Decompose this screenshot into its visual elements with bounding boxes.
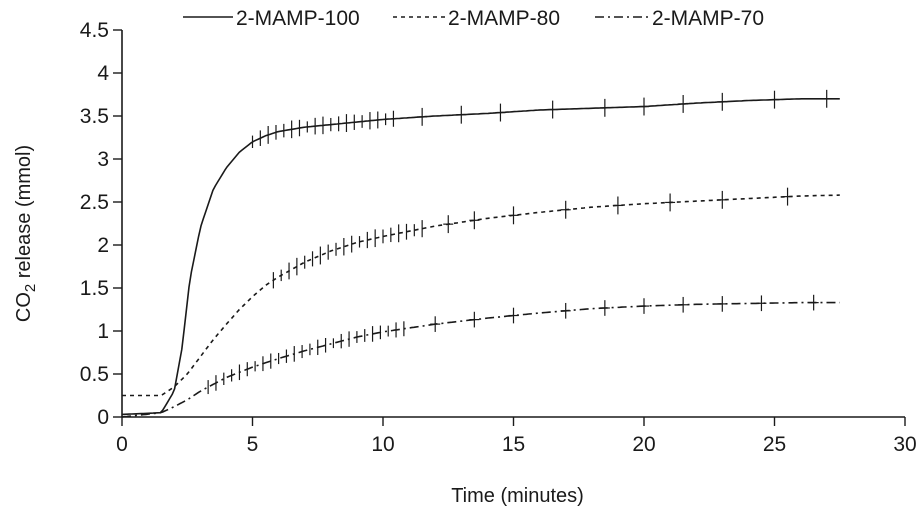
y-tick-label: 1 bbox=[97, 320, 109, 343]
legend-label: 2-MAMP-100 bbox=[236, 7, 360, 30]
x-tick-label: 15 bbox=[502, 433, 525, 456]
x-ticks: 0 5 10 15 20 25 30 bbox=[116, 417, 917, 456]
x-tick-label: 25 bbox=[763, 433, 786, 456]
series-line-2-MAMP-80 bbox=[122, 194, 840, 397]
series-line-2-MAMP-70 bbox=[121, 301, 840, 418]
y-tick-label: 3.5 bbox=[80, 105, 109, 128]
y-ticks: 0 0.5 1 1.5 2 2.5 3 3.5 4 4.5 bbox=[80, 19, 122, 429]
error-bars-2-MAMP-100 bbox=[251, 89, 832, 149]
plot-area bbox=[121, 89, 840, 418]
legend-item-2-MAMP-80: 2-MAMP-80 bbox=[393, 7, 560, 30]
y-tick-label: 2 bbox=[97, 234, 109, 257]
series-2-MAMP-100 bbox=[121, 89, 840, 416]
legend-item-2-MAMP-100: 2-MAMP-100 bbox=[183, 7, 360, 30]
y-tick-label: 4 bbox=[97, 62, 109, 85]
legend-label: 2-MAMP-70 bbox=[652, 7, 764, 30]
legend-item-2-MAMP-70: 2-MAMP-70 bbox=[595, 7, 764, 30]
y-tick-label: 0.5 bbox=[80, 363, 109, 386]
y-axis-title-main: CO bbox=[13, 292, 35, 322]
y-tick-label: 4.5 bbox=[80, 19, 109, 42]
series-2-MAMP-80 bbox=[122, 187, 840, 397]
y-tick-label: 1.5 bbox=[80, 277, 109, 300]
x-tick-label: 5 bbox=[247, 433, 259, 456]
series-line-2-MAMP-100 bbox=[121, 98, 840, 416]
x-tick-label: 0 bbox=[116, 433, 128, 456]
series-2-MAMP-70 bbox=[121, 294, 840, 418]
y-tick-label: 0 bbox=[97, 406, 109, 429]
error-bars-2-MAMP-70 bbox=[207, 294, 819, 395]
y-axis-title: CO2 release (mmol) bbox=[13, 145, 39, 322]
x-tick-label: 20 bbox=[632, 433, 655, 456]
y-axis-title-rest: release (mmol) bbox=[13, 145, 35, 284]
x-tick-label: 10 bbox=[371, 433, 394, 456]
y-tick-label: 2.5 bbox=[80, 191, 109, 214]
y-tick-label: 3 bbox=[97, 148, 109, 171]
y-axis-title-subscript: 2 bbox=[22, 284, 39, 292]
x-axis-title: Time (minutes) bbox=[451, 485, 584, 507]
x-tick-label: 30 bbox=[893, 433, 916, 456]
legend: 2-MAMP-100 2-MAMP-80 2-MAMP-70 bbox=[183, 7, 764, 30]
error-bars-2-MAMP-80 bbox=[272, 187, 793, 289]
legend-label: 2-MAMP-80 bbox=[448, 7, 560, 30]
